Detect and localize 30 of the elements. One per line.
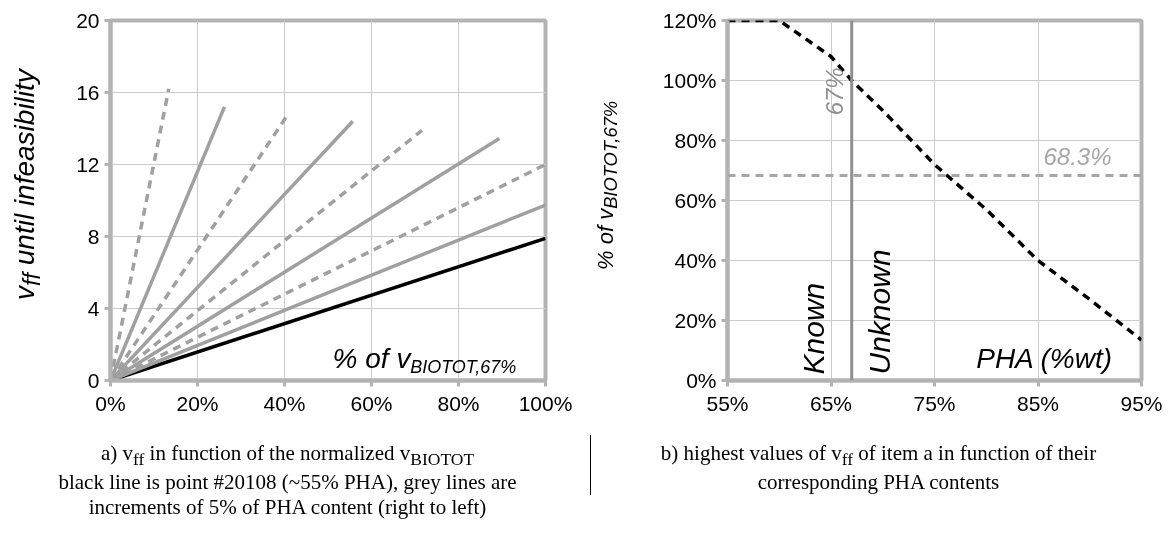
x-tick-label: 20% [176,391,219,415]
ref-line-label: 67% [820,67,848,116]
x-tick-label: 100% [518,391,573,415]
y-tick-label: 8 [87,224,100,248]
y-tick-label: 4 [87,296,100,320]
x-tick-label: 55% [706,391,749,415]
y-tick-label: 12 [76,152,100,176]
x-tick-label: 85% [1016,391,1060,415]
x-tick-label: 75% [913,391,956,415]
x-tick-label: 65% [809,391,853,415]
y-tick-label: 20 [76,8,100,32]
x-tick-label: 80% [437,391,480,415]
y-tick-label: 0 [87,368,100,392]
y-tick-label: 0% [686,369,717,392]
x-axis-title: PHA (%wt) [976,343,1113,374]
text: b) highest values of v$_{ff}$ of item a in function of their corresponding PHA contents [590,435,1166,496]
y-tick-label: 60% [674,189,717,212]
y-tick-label: 20% [674,309,717,332]
x-tick-label: 60% [350,391,393,415]
x-tick-label: 95% [1120,391,1163,415]
annotation: Unknown [862,249,896,375]
y-tick-label: 40% [674,249,717,272]
text: a) v$_{ff}$ in function of the normalized v$_{BIOTOT}$ black line is point #20108 (~55% PHA), grey lines are increments of 5% of PHA content (right to left) [57,440,518,521]
y-tick-label: 120% [662,9,717,32]
annotation: Known [796,282,830,375]
y-tick-label: 16 [76,80,100,104]
y-tick-label: 80% [674,129,717,152]
y-tick-label: 100% [662,69,717,92]
ref-line-label: 68.3% [1043,142,1112,170]
x-tick-label: 40% [263,391,306,415]
